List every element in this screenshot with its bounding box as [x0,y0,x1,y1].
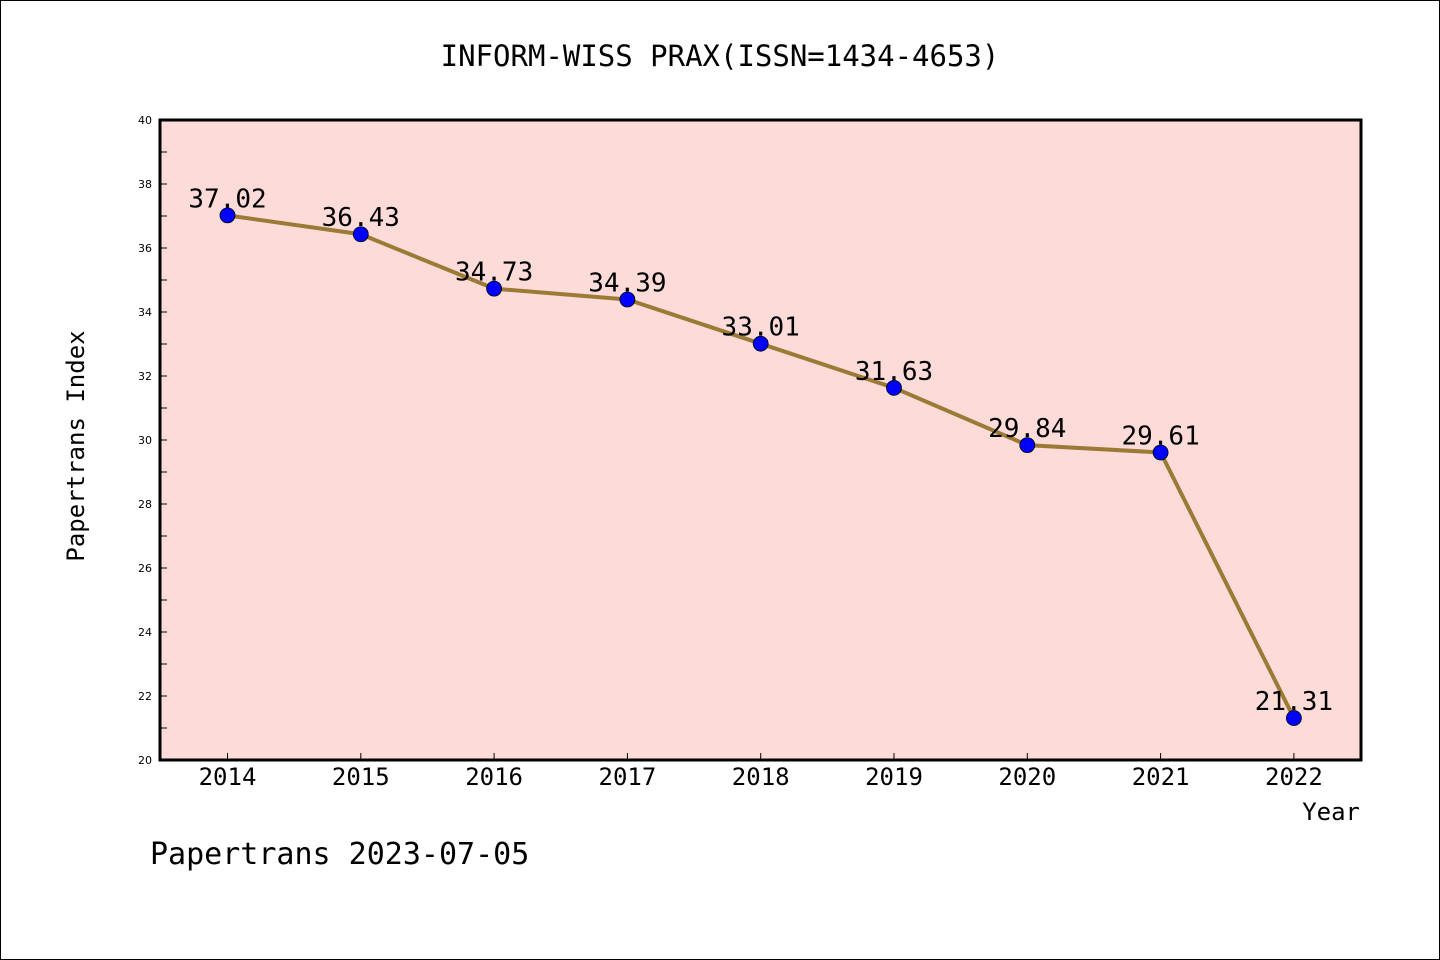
y-axis-label: Papertrans Index [62,330,90,561]
data-point [486,280,503,297]
data-label: 29.61 [1121,421,1199,451]
y-tick-label: 32 [138,370,152,383]
y-tick-label: 36 [138,242,152,255]
data-label: 36.43 [322,203,400,233]
y-tick-label: 20 [138,754,152,767]
footer-caption: Papertrans 2023-07-05 [150,837,529,872]
y-tick-label: 28 [138,498,152,511]
x-tick-label: 2017 [599,763,657,791]
data-point [1019,437,1036,454]
data-label: 34.73 [455,258,533,288]
x-tick-label: 2021 [1132,763,1190,791]
x-axis-label: Year [1302,798,1360,826]
chart-title: INFORM-WISS PRAX(ISSN=1434-4653) [441,39,1000,73]
y-axis: 20 22 24 26 28 30 32 34 36 38 40 [138,114,167,767]
data-label: 31.63 [855,357,933,387]
y-tick-label: 26 [138,562,152,575]
x-tick-label: 2020 [998,763,1056,791]
x-tick-label: 2015 [332,763,390,791]
data-label: 34.39 [588,269,666,299]
data-label: 37.02 [188,184,266,214]
y-tick-label: 40 [138,114,152,127]
data-point [619,291,636,308]
data-point [886,379,902,396]
data-point [752,335,769,352]
y-tick-label: 24 [138,626,152,639]
x-tick-label: 2016 [465,763,523,791]
data-point [1152,444,1169,461]
x-tick-label: 2019 [865,763,923,791]
series-layer [219,207,1302,726]
y-tick-label: 30 [138,434,152,447]
data-label: 21.31 [1255,687,1333,717]
data-label: 33.01 [722,313,800,343]
data-point [1286,710,1302,726]
data-label: 29.84 [988,414,1066,444]
x-tick-label: 2018 [732,763,790,791]
x-tick-label: 2022 [1265,763,1323,791]
y-tick-label: 34 [138,306,152,319]
x-axis: 2014 2015 2016 2017 2018 2019 2020 2021 2022 [199,753,1323,791]
x-tick-label: 2014 [199,763,257,791]
data-label-layer: 37.02 36.43 34.73 34.39 33.01 31.63 29.84 29.61… [188,184,1333,717]
y-tick-label: 38 [138,178,152,191]
data-point [219,207,236,224]
data-point [352,226,369,243]
y-tick-label: 22 [138,690,152,703]
